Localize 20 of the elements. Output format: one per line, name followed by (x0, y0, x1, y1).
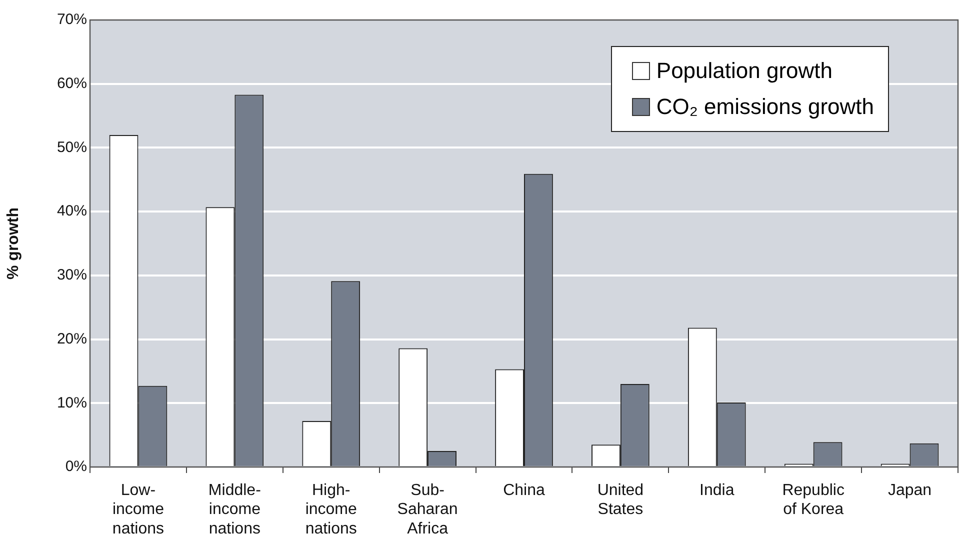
x-tick-label: Republic of Korea (782, 482, 844, 518)
y-axis-title: % growth (5, 208, 22, 280)
legend-label: CO₂ emissions growth (656, 93, 874, 121)
x-tick-label: Japan (888, 482, 932, 500)
x-tick-label: India (700, 482, 734, 500)
legend-label: Population growth (656, 57, 833, 85)
y-tick-label: 20% (56, 330, 87, 348)
x-tick-label: United States (597, 482, 644, 518)
y-tick-label: 0% (65, 458, 87, 476)
x-tick-label: Sub- Saharan Africa (397, 482, 458, 538)
x-tick-label: Middle- income nations (208, 482, 261, 538)
x-tick-label: China (503, 482, 545, 500)
y-tick-label: 50% (56, 138, 87, 156)
y-tick-label: 40% (56, 202, 87, 220)
x-tick-label: High- income nations (305, 482, 357, 538)
y-tick-label: 60% (56, 75, 87, 92)
y-tick-label: 10% (56, 394, 87, 412)
x-tick-label: Low- income nations (112, 482, 164, 538)
y-tick-label: 70% (56, 11, 87, 28)
y-tick-label: 30% (56, 266, 87, 284)
